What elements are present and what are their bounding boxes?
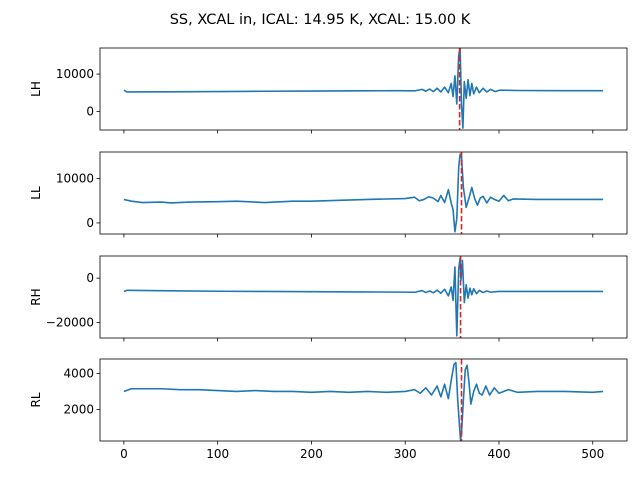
y-tick-label-rh: 0 <box>86 271 94 285</box>
figure-title: SS, XCAL in, ICAL: 14.95 K, XCAL: 15.00 … <box>170 12 471 28</box>
y-tick-label-rl: 4000 <box>63 366 94 380</box>
x-tick-label: 300 <box>394 447 417 461</box>
y-axis-label-lh: LH <box>29 81 43 97</box>
subplot-rh: −20000 0 RH <box>29 255 628 342</box>
series-line-rh <box>123 257 604 337</box>
subplot-lh: 0 10000 LH <box>29 47 628 134</box>
axes-frame-ll <box>99 151 628 235</box>
series-line-rl <box>123 361 604 441</box>
axes-frame-rh <box>99 255 628 339</box>
x-tick-label: 500 <box>581 447 604 461</box>
x-tick-label: 400 <box>488 447 511 461</box>
y-tick-label-rh: −20000 <box>46 315 94 329</box>
subplot-rl: 2000 4000 RL 0 100 200 300 400 500 <box>29 358 628 461</box>
y-tick-label-rl: 2000 <box>63 402 94 416</box>
subplot-ll: 0 10000 LL <box>29 151 628 238</box>
y-tick-label-lh: 10000 <box>56 67 94 81</box>
x-tick-label: 100 <box>206 447 229 461</box>
series-line-lh <box>123 48 604 129</box>
axes-frame-lh <box>99 47 628 131</box>
y-tick-label-ll: 10000 <box>56 172 94 186</box>
axes-frame-rl <box>99 358 628 442</box>
x-tick-label: 0 <box>120 447 128 461</box>
y-tick-label-lh: 0 <box>86 104 94 118</box>
y-axis-label-rh: RH <box>29 288 43 305</box>
series-line-ll <box>123 153 604 233</box>
y-tick-label-ll: 0 <box>86 216 94 230</box>
y-axis-label-ll: LL <box>29 186 43 200</box>
x-tick-label: 200 <box>300 447 323 461</box>
y-axis-label-rl: RL <box>29 392 43 407</box>
